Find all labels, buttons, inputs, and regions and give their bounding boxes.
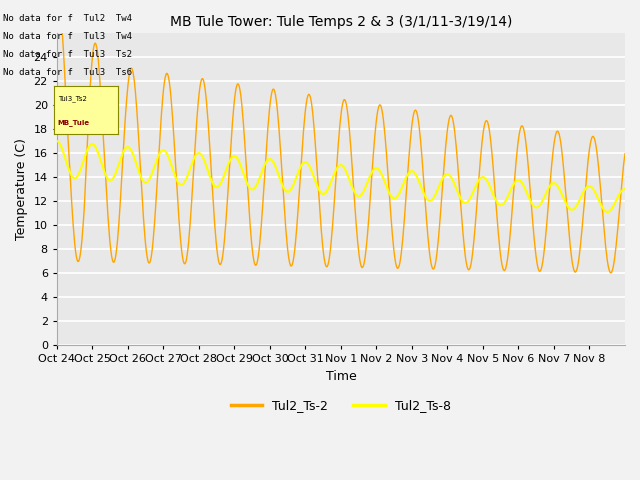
Y-axis label: Temperature (C): Temperature (C) xyxy=(15,138,28,240)
Text: No data for f  Tul2  Tw4: No data for f Tul2 Tw4 xyxy=(3,14,132,24)
Text: No data for f  Tul3  Ts6: No data for f Tul3 Ts6 xyxy=(3,68,132,77)
Text: Tul3_Ts2: Tul3_Ts2 xyxy=(58,95,86,102)
Title: MB Tule Tower: Tule Temps 2 & 3 (3/1/11-3/19/14): MB Tule Tower: Tule Temps 2 & 3 (3/1/11-… xyxy=(170,15,512,29)
Legend: Tul2_Ts-2, Tul2_Ts-8: Tul2_Ts-2, Tul2_Ts-8 xyxy=(226,394,456,417)
X-axis label: Time: Time xyxy=(326,370,356,383)
Text: No data for f  Tul3  Tw4: No data for f Tul3 Tw4 xyxy=(3,32,132,41)
Text: MB_Tule: MB_Tule xyxy=(58,119,90,126)
Text: No data for f  Tul3  Ts2: No data for f Tul3 Ts2 xyxy=(3,50,132,59)
